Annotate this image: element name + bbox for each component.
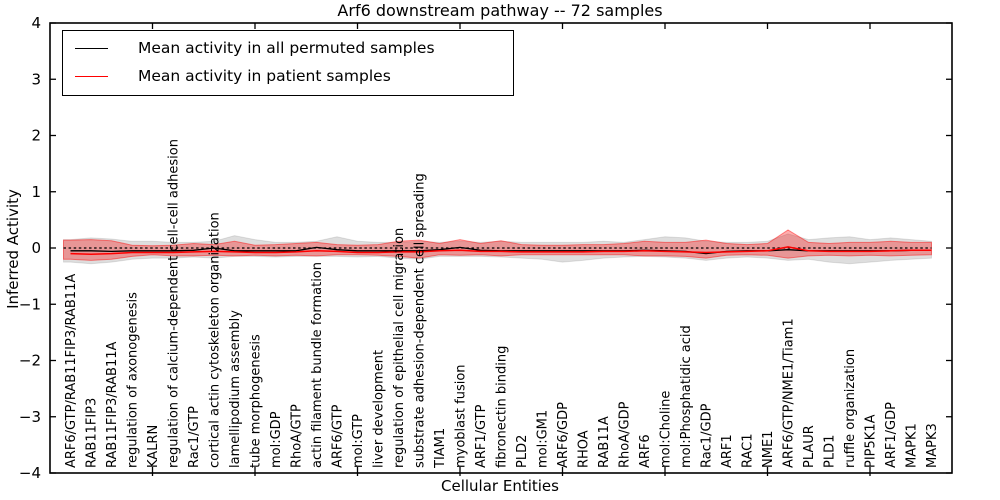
permuted-line-swatch [75, 47, 108, 49]
y-tick-label: 4 [31, 14, 41, 32]
x-entity-label: myoblast fusion [454, 364, 469, 468]
x-entity-label: RhoA/GTP [290, 404, 305, 468]
x-entity-label: Rac1/GDP [700, 403, 715, 468]
x-entity-label: KALRN [146, 425, 161, 468]
x-entity-label: mol:GDP [269, 411, 284, 468]
y-axis-label: Inferred Activity [4, 189, 22, 309]
x-entity-label: RhoA/GDP [618, 401, 633, 468]
x-entity-label: Rac1/GTP [187, 406, 202, 468]
x-entity-label: actin filament bundle formation [310, 262, 325, 468]
x-entity-label: mol:GTP [351, 414, 366, 468]
x-axis-label: Cellular Entities [441, 477, 559, 495]
y-tick-label: −2 [19, 352, 41, 370]
x-entity-label: PIP5K1A [864, 414, 879, 468]
x-entity-label: ruffle organization [843, 349, 858, 468]
x-entity-label: mol:Choline [659, 391, 674, 468]
x-entity-label: liver development [372, 350, 387, 468]
x-entity-label: fibronectin binding [495, 346, 510, 468]
patient-mean-line [70, 246, 932, 255]
legend-label-permuted: Mean activity in all permuted samples [138, 39, 435, 57]
x-entity-label: ARF1 [720, 434, 735, 468]
y-tick-label: −3 [19, 408, 41, 426]
x-entity-label: MAPK3 [925, 423, 940, 468]
x-entity-label: ARF6/GTP/NME1/Tiam1 [782, 318, 797, 468]
x-entity-label: regulation of epithelial cell migration [392, 228, 407, 468]
legend-entry-permuted: Mean activity in all permuted samples [75, 37, 507, 59]
y-tick-label: 2 [31, 127, 41, 145]
x-entity-label: ARF6 [638, 434, 653, 468]
x-entity-label: tube morphogenesis [249, 334, 264, 468]
x-entity-label: RAC1 [741, 433, 756, 468]
chart-title: Arf6 downstream pathway -- 72 samples [337, 1, 663, 20]
y-tick-label: −1 [19, 295, 41, 313]
x-entity-label: RAB11FIP3 [85, 398, 100, 468]
x-entity-label: NME1 [761, 431, 776, 468]
x-entity-label: TIAM1 [433, 428, 448, 469]
permuted-band [63, 233, 932, 265]
patient-band [63, 229, 932, 261]
x-entity-label: ARF1/GTP [474, 404, 489, 468]
y-tick-label: 3 [31, 70, 41, 88]
patient-line-swatch [75, 75, 108, 77]
legend-label-patient: Mean activity in patient samples [138, 67, 391, 85]
legend-box: Mean activity in all permuted samples Me… [62, 30, 514, 96]
x-entity-label: mol:GM1 [536, 410, 551, 468]
x-entity-label: regulation of calcium-dependent cell-cel… [167, 139, 182, 468]
x-entity-label: ARF1/GDP [884, 402, 899, 468]
x-entity-label: lamellipodium assembly [228, 310, 243, 468]
y-tick-label: −4 [19, 464, 41, 482]
x-entity-label: ARF6/GDP [556, 402, 571, 468]
y-tick-label: 0 [31, 239, 41, 257]
x-entity-label: ARF6/GTP/RAB11FIP3/RAB11A [64, 274, 79, 468]
x-entity-label: MAPK1 [905, 423, 920, 468]
x-entity-label: PLD2 [515, 435, 530, 468]
y-tick-label: 1 [31, 183, 41, 201]
x-entity-label: ARF6/GTP [331, 404, 346, 468]
x-entity-label: RAB11A [597, 416, 612, 468]
x-entity-label: RAB11FIP3/RAB11A [105, 341, 120, 468]
x-entity-label: cortical actin cytoskeleton organization [208, 212, 223, 468]
x-entity-label: RHOA [577, 430, 592, 468]
x-entity-label: substrate adhesion-dependent cell spread… [413, 173, 428, 468]
x-entity-label: mol:Phosphatidic acid [679, 325, 694, 468]
x-entity-label: PLD1 [823, 435, 838, 468]
x-entity-label: PLAUR [802, 425, 817, 468]
legend-entry-patient: Mean activity in patient samples [75, 65, 507, 87]
x-entity-label: regulation of axonogenesis [126, 292, 141, 468]
